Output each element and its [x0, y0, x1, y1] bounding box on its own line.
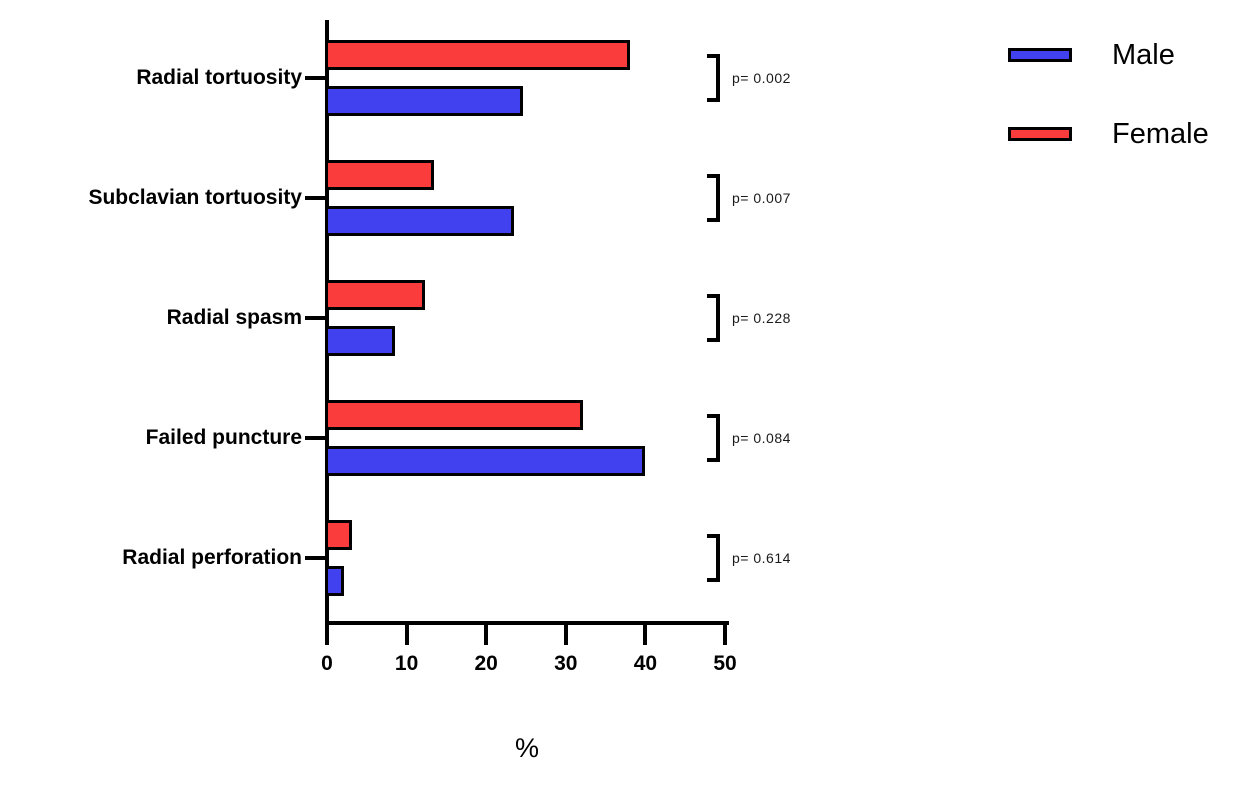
p-value-label: p= 0.228: [732, 310, 791, 326]
p-value-bracket: [707, 174, 720, 222]
category-tick: [305, 556, 325, 560]
x-tick-label: 20: [474, 652, 498, 675]
category-label: Failed puncture: [145, 426, 302, 449]
category-tick: [305, 436, 325, 440]
p-value-label: p= 0.614: [732, 550, 791, 566]
bar-female: [325, 520, 352, 550]
legend-swatch-female: [1008, 127, 1072, 141]
x-axis-title: %: [514, 733, 539, 763]
category-tick: [305, 196, 325, 200]
x-axis-tick: [563, 625, 568, 645]
category-label: Radial tortuosity: [136, 66, 302, 89]
legend-label-female: Female: [1112, 118, 1209, 150]
p-value-label: p= 0.084: [732, 430, 791, 446]
x-axis-tick: [484, 625, 489, 645]
legend-item-male: Male: [1008, 38, 1209, 72]
legend-swatch-male: [1008, 48, 1072, 62]
bar-male: [325, 566, 344, 596]
bar-male: [325, 326, 396, 356]
x-tick-label: 30: [554, 652, 578, 675]
p-value-bracket: [707, 534, 720, 582]
p-value-label: p= 0.007: [732, 190, 791, 206]
bar-male: [325, 86, 523, 116]
bar-male: [325, 446, 646, 476]
legend: Male Female: [1008, 38, 1209, 196]
category-tick: [305, 316, 325, 320]
x-tick-label: 10: [394, 652, 419, 675]
p-value-bracket: [707, 294, 720, 342]
x-axis-tick: [723, 625, 727, 645]
category-tick: [305, 76, 325, 80]
x-axis-line: [325, 621, 729, 625]
x-tick-label: 50: [713, 652, 737, 675]
x-axis-tick: [325, 625, 329, 645]
bar-male: [325, 206, 515, 236]
legend-item-female: Female: [1008, 117, 1209, 151]
p-value-bracket: [707, 54, 720, 102]
x-axis-tick: [404, 625, 409, 645]
p-value-bracket: [707, 414, 720, 462]
x-axis-tick: [643, 625, 648, 645]
category-label: Radial perforation: [122, 546, 302, 569]
bar-female: [325, 280, 425, 310]
y-axis-line: [325, 20, 329, 625]
category-label: Subclavian tortuosity: [88, 186, 302, 209]
x-tick-label: 40: [633, 652, 658, 675]
legend-label-male: Male: [1112, 39, 1175, 71]
x-tick-label: 0: [321, 652, 333, 675]
category-label: Radial spasm: [166, 306, 302, 329]
p-value-label: p= 0.002: [732, 70, 791, 86]
bar-female: [325, 160, 434, 190]
bar-female: [325, 40, 631, 70]
bar-female: [325, 400, 583, 430]
